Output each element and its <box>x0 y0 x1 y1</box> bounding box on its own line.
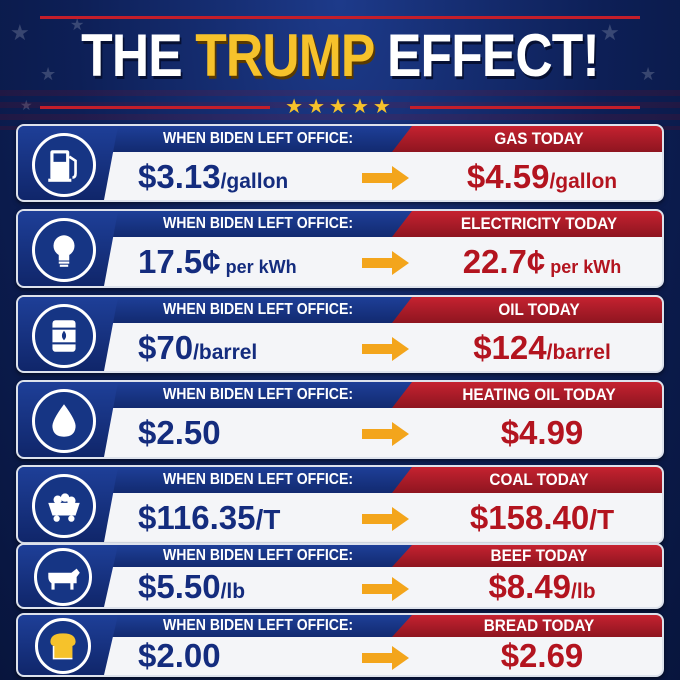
left-label: WHEN BIDEN LEFT OFFICE: <box>162 215 354 232</box>
new-price-value: 22.7¢ <box>462 243 546 280</box>
right-arrow-icon <box>362 166 409 190</box>
header-top-rule <box>40 16 640 19</box>
bread-icon <box>35 618 91 674</box>
row-right-header-bar <box>392 615 662 637</box>
svg-text:★: ★ <box>40 64 56 84</box>
header-stars: ★★★★★ <box>285 96 395 118</box>
row-right-header-bar <box>392 545 662 567</box>
cow-icon <box>34 548 92 606</box>
new-price-unit: per kWh <box>545 257 622 277</box>
header-right-rule <box>410 106 640 109</box>
oil-barrel-icon <box>32 304 96 368</box>
coal-cart-icon <box>32 474 96 538</box>
old-price-value: $2.50 <box>138 414 221 451</box>
old-price-value: $5.50 <box>138 568 221 605</box>
old-price: $5.50/lb <box>138 568 368 606</box>
new-price: $2.69 <box>418 637 662 675</box>
new-price-unit: /barrel <box>546 341 611 364</box>
old-price-unit: /gallon <box>220 170 289 193</box>
old-price-unit: /T <box>255 504 281 535</box>
right-arrow-icon <box>362 251 409 275</box>
right-label: BREAD TODAY <box>483 616 595 635</box>
title-effect: EFFECT! <box>373 22 600 89</box>
right-arrow-icon <box>362 646 409 670</box>
svg-text:★: ★ <box>640 64 656 84</box>
right-label: GAS TODAY <box>494 129 584 148</box>
row-right-header-bar <box>392 297 662 323</box>
svg-text:★: ★ <box>10 20 30 45</box>
old-price: $2.00 <box>138 637 368 675</box>
header: THE TRUMP EFFECT! ★★★★★ <box>0 0 680 124</box>
left-label: WHEN BIDEN LEFT OFFICE: <box>162 130 354 147</box>
new-price-unit: /lb <box>571 580 596 603</box>
new-price-value: $8.49 <box>488 568 572 605</box>
right-label: OIL TODAY <box>498 300 580 319</box>
row-right-header-bar <box>392 211 662 237</box>
new-price-unit: /gallon <box>549 170 618 193</box>
new-price-value: $4.99 <box>500 414 584 451</box>
left-label: WHEN BIDEN LEFT OFFICE: <box>162 471 354 488</box>
old-price-unit: /lb <box>220 580 246 603</box>
old-price: $70/barrel <box>138 329 368 367</box>
new-price-value: $124 <box>473 329 547 366</box>
new-price-value: $158.40 <box>469 499 590 536</box>
new-price: $8.49/lb <box>418 568 662 606</box>
comparison-row-beef: WHEN BIDEN LEFT OFFICE: BEEF TODAY $5.50… <box>16 543 664 609</box>
drop-icon <box>32 389 96 453</box>
old-price-value: $70 <box>138 329 194 366</box>
old-price: 17.5¢ per kWh <box>138 243 368 281</box>
right-arrow-icon <box>362 577 409 601</box>
comparison-row-gas: WHEN BIDEN LEFT OFFICE: GAS TODAY $3.13/… <box>16 124 664 202</box>
new-price: $4.59/gallon <box>418 158 662 196</box>
left-label: WHEN BIDEN LEFT OFFICE: <box>162 617 354 634</box>
right-label: COAL TODAY <box>489 470 589 489</box>
right-arrow-icon <box>362 507 409 531</box>
left-label: WHEN BIDEN LEFT OFFICE: <box>162 301 354 318</box>
old-price: $2.50 <box>138 414 368 452</box>
old-price-unit: per kWh <box>220 257 297 277</box>
comparison-row-heating-oil: WHEN BIDEN LEFT OFFICE: HEATING OIL TODA… <box>16 380 664 459</box>
new-price-unit: /T <box>589 504 615 535</box>
svg-text:★: ★ <box>600 20 620 45</box>
lightbulb-icon <box>32 218 96 282</box>
new-price: $124/barrel <box>418 329 662 367</box>
comparison-row-bread: WHEN BIDEN LEFT OFFICE: BREAD TODAY $2.0… <box>16 613 664 677</box>
new-price: 22.7¢ per kWh <box>418 243 662 281</box>
old-price-value: $2.00 <box>138 637 221 674</box>
left-label: WHEN BIDEN LEFT OFFICE: <box>162 386 354 403</box>
background-stripes <box>0 90 680 130</box>
row-right-header-bar <box>392 126 662 152</box>
old-price-unit: /barrel <box>193 341 258 364</box>
right-label: ELECTRICITY TODAY <box>460 214 618 233</box>
row-right-header-bar <box>392 382 662 408</box>
old-price-value: $3.13 <box>138 158 221 195</box>
right-arrow-icon <box>362 337 409 361</box>
new-price-value: $2.69 <box>500 637 584 674</box>
header-left-rule <box>40 106 270 109</box>
gas-pump-icon <box>32 133 96 197</box>
right-label: BEEF TODAY <box>490 546 588 565</box>
row-right-header-bar <box>392 467 662 493</box>
title-trump: TRUMP <box>195 22 374 89</box>
old-price-value: $116.35 <box>138 499 256 536</box>
new-price: $158.40/T <box>418 499 662 537</box>
left-label: WHEN BIDEN LEFT OFFICE: <box>162 547 354 564</box>
svg-text:★: ★ <box>20 97 33 113</box>
page-title: THE TRUMP EFFECT! <box>48 20 633 92</box>
comparison-row-electricity: WHEN BIDEN LEFT OFFICE: ELECTRICITY TODA… <box>16 209 664 288</box>
old-price: $116.35/T <box>138 499 368 537</box>
background-stars: ★ ★ ★ ★ ★ ★ <box>10 17 656 113</box>
right-arrow-icon <box>362 422 409 446</box>
svg-text:★: ★ <box>70 17 84 34</box>
right-label: HEATING OIL TODAY <box>462 385 616 404</box>
old-price-value: 17.5¢ <box>138 243 221 280</box>
new-price: $4.99 <box>418 414 662 452</box>
old-price: $3.13/gallon <box>138 158 368 196</box>
new-price-value: $4.59 <box>466 158 550 195</box>
title-the: THE <box>81 22 196 89</box>
comparison-row-oil: WHEN BIDEN LEFT OFFICE: OIL TODAY $70/ba… <box>16 295 664 373</box>
comparison-row-coal: WHEN BIDEN LEFT OFFICE: COAL TODAY $116.… <box>16 465 664 544</box>
